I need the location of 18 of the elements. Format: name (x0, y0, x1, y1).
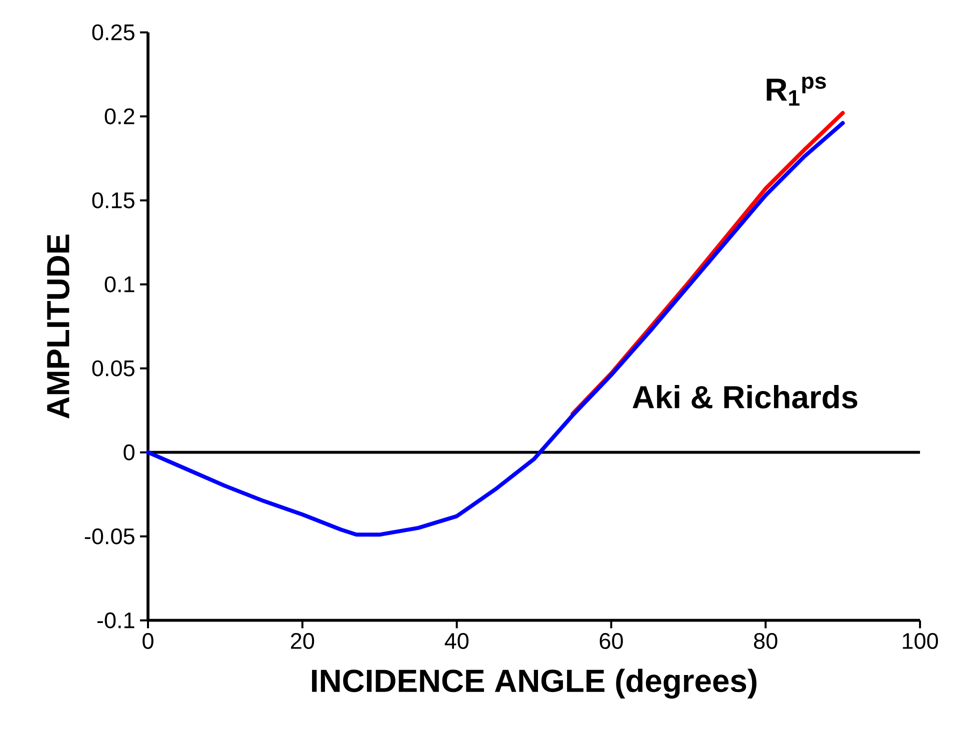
y-tick-label: 0.1 (104, 276, 134, 292)
x-axis-title: INCIDENCE ANGLE (degrees) (312, 668, 756, 699)
y-tick-label: -0.1 (97, 612, 134, 628)
y-axis-title: AMPLITUDE (47, 234, 70, 419)
x-tick-label: 60 (600, 632, 623, 649)
x-tick-label: 20 (290, 632, 314, 649)
x-tick-label: 80 (754, 632, 778, 649)
x-tick-label: 0 (142, 632, 154, 649)
y-tick-label: 0.05 (92, 360, 134, 376)
x-tick-label: 100 (902, 632, 938, 649)
y-tick-label: 0.15 (92, 192, 134, 208)
series-label: Aki & Richards (632, 385, 858, 408)
y-tick-label: 0 (124, 444, 134, 460)
y-tick-label: 0.2 (104, 108, 134, 124)
x-tick-label: 40 (444, 632, 468, 649)
y-tick-label: 0.25 (92, 24, 134, 40)
y-tick-label: -0.05 (84, 528, 134, 544)
series-label: R$_{1}$ps (766, 76, 826, 106)
